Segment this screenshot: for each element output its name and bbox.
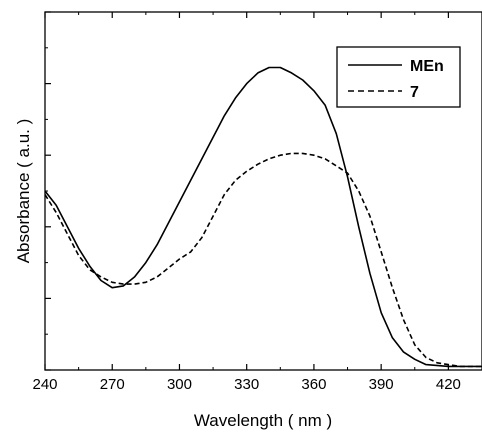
series-line-7 bbox=[44, 152, 482, 368]
x-tick-label-270: 270 bbox=[100, 376, 125, 393]
x-tick-label-330: 330 bbox=[234, 376, 259, 393]
x-tick-label-360: 360 bbox=[301, 376, 326, 393]
series-layer bbox=[44, 66, 482, 368]
x-axis-title: Wavelength ( nm ) bbox=[194, 411, 332, 430]
x-tick-label-420: 420 bbox=[436, 376, 461, 393]
x-tick-label-390: 390 bbox=[369, 376, 394, 393]
x-tick-label-240: 240 bbox=[32, 376, 57, 393]
legend: MEn 7 bbox=[336, 46, 461, 108]
series-line-men bbox=[44, 66, 482, 368]
y-axis-title: Absorbance ( a.u. ) bbox=[14, 119, 33, 264]
legend-label-men: MEn bbox=[410, 58, 444, 75]
axis-ticks: 240 270 300 330 360 390 420 bbox=[32, 11, 461, 393]
x-tick-label-300: 300 bbox=[167, 376, 192, 393]
legend-label-7: 7 bbox=[410, 84, 419, 101]
legend-box bbox=[336, 46, 461, 108]
